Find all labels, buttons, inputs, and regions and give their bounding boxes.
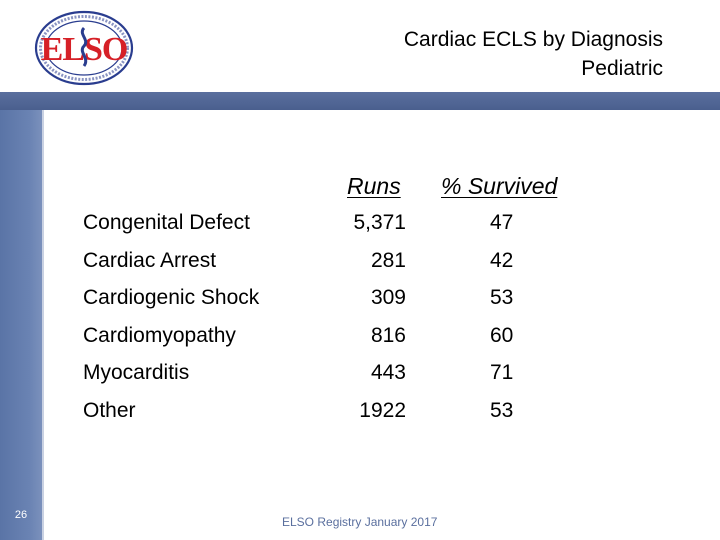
table-row: Congenital Defect 5,371 47 xyxy=(83,205,563,243)
runs-value: 1922 xyxy=(359,398,406,422)
elso-logo: ELSO xyxy=(34,10,134,86)
table-row: Cardiogenic Shock 309 53 xyxy=(83,280,563,318)
survived-value: 53 xyxy=(490,286,514,309)
survived-value: 42 xyxy=(490,248,514,272)
survived-value: 53 xyxy=(490,398,514,422)
runs-value: 443 xyxy=(370,361,406,384)
runs-value: 309 xyxy=(370,286,406,309)
slide-title: Cardiac ECLS by Diagnosis Pediatric xyxy=(404,25,663,83)
runs-value: 816 xyxy=(370,323,406,347)
table-row: Cardiac Arrest 281 42 xyxy=(83,243,563,281)
column-header-survived: % Survived xyxy=(441,173,558,199)
survived-value: 47 xyxy=(490,211,514,234)
title-line-2: Pediatric xyxy=(581,57,663,80)
diagnosis-label: Cardiomyopathy xyxy=(83,323,236,347)
header-band xyxy=(0,92,720,110)
title-line-1: Cardiac ECLS by Diagnosis xyxy=(403,28,663,51)
diagnosis-label: Other xyxy=(83,398,136,422)
runs-value: 281 xyxy=(370,248,406,272)
column-header-runs: Runs xyxy=(347,173,401,199)
left-side-bar xyxy=(0,110,42,540)
footer-source: ELSO Registry January 2017 xyxy=(282,515,438,529)
survived-value: 60 xyxy=(490,323,514,347)
diagnosis-label: Myocarditis xyxy=(83,361,190,384)
diagnosis-label: Cardiac Arrest xyxy=(83,248,217,272)
runs-value: 5,371 xyxy=(353,211,406,234)
left-bar-edge xyxy=(42,110,44,540)
survived-value: 71 xyxy=(490,361,514,384)
slide-number: 26 xyxy=(14,509,28,521)
table-row: Cardiomyopathy 816 60 xyxy=(83,318,563,356)
diagnosis-table: Congenital Defect 5,371 47 Cardiac Arres… xyxy=(83,205,563,430)
table-row: Myocarditis 443 71 xyxy=(83,355,563,393)
diagnosis-label: Cardiogenic Shock xyxy=(83,286,260,309)
table-row: Other 1922 53 xyxy=(83,393,563,431)
diagnosis-label: Congenital Defect xyxy=(83,211,250,234)
